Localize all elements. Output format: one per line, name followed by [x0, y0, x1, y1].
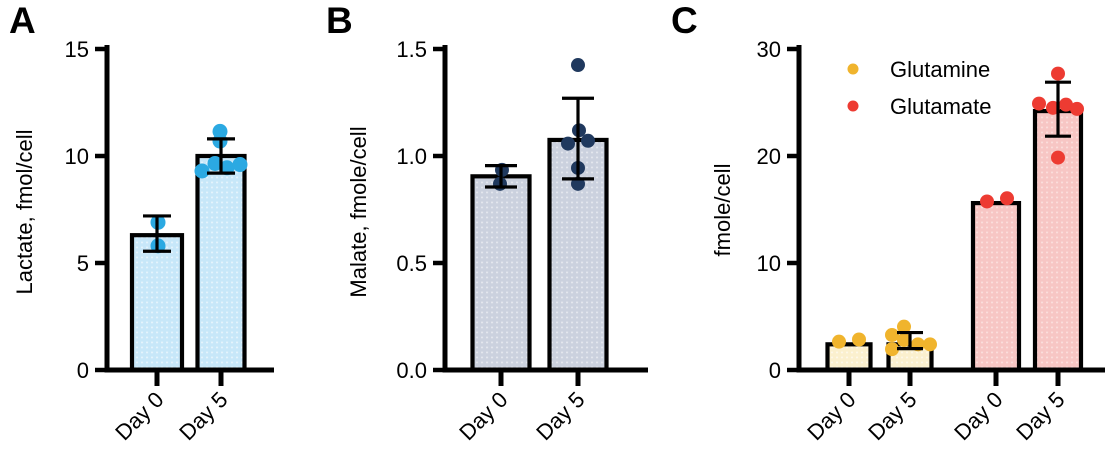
data-point-glutamine-day-5 — [897, 319, 911, 334]
y-tick-label: 0 — [77, 358, 89, 383]
y-tick-label: 0.5 — [396, 251, 427, 276]
x-tick-label: Day 0 — [110, 387, 168, 445]
x-tick-label: Day 5 — [531, 387, 589, 445]
data-point-day-5 — [571, 58, 585, 73]
error-bar-day-0 — [485, 164, 517, 189]
data-point-glutamine-day-5 — [923, 337, 937, 352]
data-point-day-5 — [232, 157, 248, 173]
data-point-glutamate-day-0 — [980, 194, 994, 209]
bar-glutamate-day-0 — [970, 200, 1022, 373]
data-point-glutamine-day-0 — [832, 334, 846, 349]
y-tick-label: 0 — [769, 358, 781, 383]
y-tick-label: 10 — [757, 251, 781, 276]
data-point-day-5 — [581, 133, 595, 148]
data-point-glutamate-day-5 — [1070, 101, 1084, 116]
legend-label-glutamine: Glutamine — [890, 57, 990, 82]
error-bar-day-5 — [562, 96, 594, 181]
data-point-day-5 — [194, 163, 210, 179]
y-tick-label: 1.0 — [396, 144, 427, 169]
data-point-glutamine-day-5 — [897, 333, 911, 348]
data-point-glutamate-day-5 — [1051, 66, 1065, 81]
panel-a: 0 5 10 15 Lactate, fmol/cell Day 0 Day 5 — [12, 37, 274, 445]
y-axis-title: Malate, fmole/cell — [346, 126, 371, 297]
panel-c-label: C — [671, 0, 698, 41]
panel-a-label: A — [9, 0, 36, 41]
x-tick-label: Day 5 — [174, 387, 232, 445]
error-bar-day-0 — [143, 214, 171, 253]
y-tick-label: 1.5 — [396, 37, 427, 62]
error-bar-day-5 — [207, 137, 235, 175]
data-point-glutamate-day-5 — [1051, 150, 1065, 165]
error-bar-glutamine-day-5 — [897, 330, 923, 351]
x-tick-label: Day 0 — [454, 387, 512, 445]
data-point-glutamine-day-0 — [852, 332, 866, 347]
y-axis-title: fmole/cell — [710, 164, 735, 257]
legend: Glutamine Glutamate — [847, 57, 992, 119]
data-point-glutamate-day-0 — [1000, 191, 1014, 206]
data-point-day-5 — [207, 155, 223, 171]
bar-day-0 — [129, 233, 185, 373]
y-tick-label: 30 — [757, 37, 781, 62]
y-tick-label: 10 — [65, 144, 89, 169]
bar-day-0 — [470, 174, 532, 373]
data-point-glutamine-day-5 — [885, 342, 899, 357]
data-point-glutamine-day-5 — [885, 328, 899, 343]
x-tick-label: Day 0 — [949, 387, 1007, 445]
data-point-glutamate-day-5 — [1032, 96, 1046, 111]
y-tick-label: 0.0 — [396, 358, 427, 383]
error-bar-glutamate-day-5 — [1045, 80, 1071, 138]
legend-label-glutamate: Glutamate — [890, 94, 992, 119]
bar-glutamine-day-0 — [825, 342, 873, 373]
x-tick-label: Day 5 — [1011, 387, 1069, 445]
data-point-glutamate-day-5 — [1059, 97, 1073, 112]
y-tick-label: 5 — [77, 251, 89, 276]
y-tick-label: 15 — [65, 37, 89, 62]
legend-marker-glutamine — [847, 63, 859, 75]
legend-marker-glutamate — [847, 100, 859, 112]
y-tick-label: 20 — [757, 144, 781, 169]
x-tick-label: Day 0 — [802, 387, 860, 445]
panel-b-label: B — [326, 0, 353, 41]
bar-day-5 — [195, 153, 247, 373]
data-point-day-5 — [561, 136, 575, 151]
y-axis-title: Lactate, fmol/cell — [12, 129, 37, 294]
panel-b: 0.0 0.5 1.0 1.5 Malate, fmole/cell Day 0 Day 5 — [346, 37, 648, 445]
bar-glutamate-day-5 — [1032, 108, 1084, 373]
x-tick-label: Day 5 — [863, 387, 921, 445]
